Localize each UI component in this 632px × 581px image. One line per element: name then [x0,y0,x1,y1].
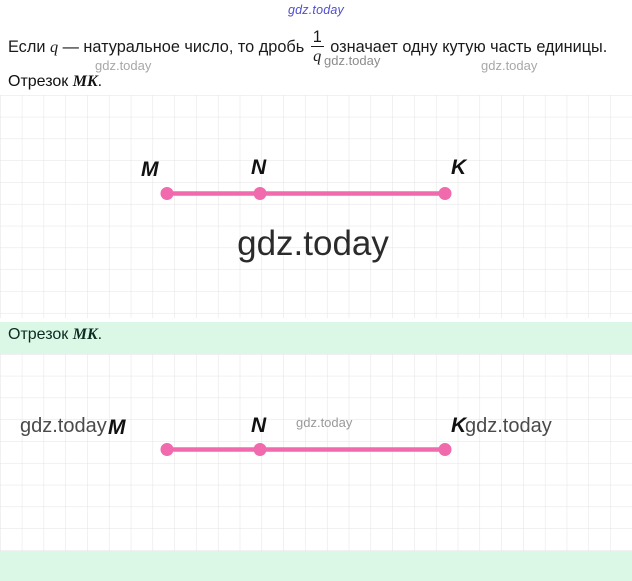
svg-text:M: M [108,416,126,439]
svg-text:M: M [141,158,159,181]
svg-text:gdz.today: gdz.today [465,415,552,437]
svg-text:gdz.today: gdz.today [296,415,353,430]
svg-text:N: N [251,414,267,437]
svg-text:K: K [451,156,468,179]
svg-text:N: N [251,156,267,179]
svg-text:gdz.today: gdz.today [20,415,107,437]
